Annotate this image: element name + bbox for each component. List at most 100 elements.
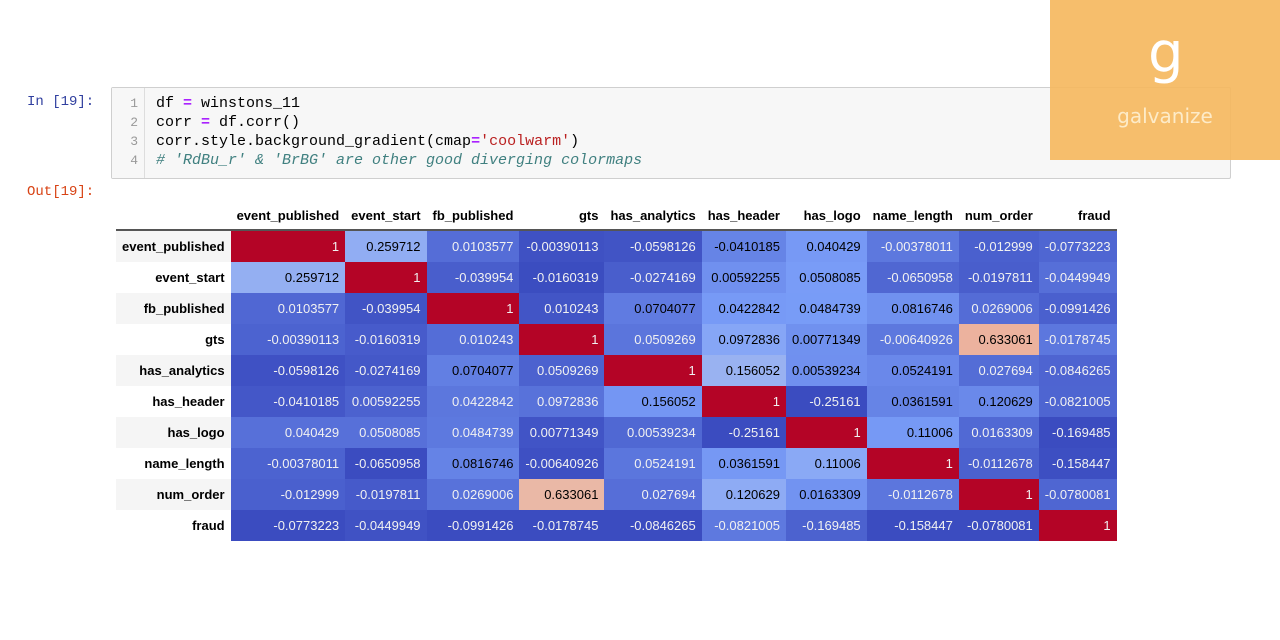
index-header-blank xyxy=(116,201,231,231)
correlation-table: event_published event_start fb_published gt… xyxy=(116,201,1117,541)
code-token: 'coolwarm' xyxy=(480,133,571,150)
row-header: name_length xyxy=(116,448,231,479)
correlation-cell: 1 xyxy=(958,479,1039,510)
correlation-cell: -0.0598126 xyxy=(604,230,702,262)
correlation-cell: 0.120629 xyxy=(958,386,1039,417)
column-header: gts xyxy=(519,201,605,231)
correlation-cell: 1 xyxy=(701,386,786,417)
logo-text: galvanize xyxy=(1117,104,1213,128)
correlation-cell: -0.0773223 xyxy=(230,510,346,541)
correlation-cell: -0.00640926 xyxy=(866,324,959,355)
galvanize-g-icon: g xyxy=(1148,21,1184,86)
correlation-cell: 0.00539234 xyxy=(604,417,702,448)
column-header: has_logo xyxy=(785,201,867,231)
correlation-cell: 0.00592255 xyxy=(701,262,786,293)
correlation-cell: 0.259712 xyxy=(230,262,346,293)
correlation-cell: -0.0991426 xyxy=(1038,293,1117,324)
correlation-cell: -0.0773223 xyxy=(1038,230,1117,262)
correlation-cell: 0.0524191 xyxy=(866,355,959,386)
row-header: has_logo xyxy=(116,417,231,448)
correlation-cell: 0.11006 xyxy=(866,417,959,448)
correlation-cell: -0.00390113 xyxy=(519,230,605,262)
correlation-cell: 0.0163309 xyxy=(785,479,867,510)
correlation-cell: -0.0650958 xyxy=(345,448,427,479)
table-row: has_logo 0.040429 0.0508085 0.0484739 0.0077… xyxy=(116,417,1117,448)
correlation-cell: 0.0422842 xyxy=(701,293,786,324)
correlation-cell: 0.0509269 xyxy=(604,324,702,355)
correlation-cell: 0.0508085 xyxy=(345,417,427,448)
correlation-cell: 0.027694 xyxy=(958,355,1039,386)
column-header: fraud xyxy=(1038,201,1117,231)
code-token: df xyxy=(156,95,184,112)
correlation-cell: -0.0846265 xyxy=(1038,355,1117,386)
code-token: df.corr() xyxy=(210,114,301,131)
correlation-cell: -0.0991426 xyxy=(426,510,520,541)
correlation-cell: 1 xyxy=(604,355,702,386)
correlation-cell: 0.0361591 xyxy=(866,386,959,417)
row-header: has_header xyxy=(116,386,231,417)
correlation-cell: -0.169485 xyxy=(785,510,867,541)
correlation-cell: 0.040429 xyxy=(785,230,867,262)
correlation-cell: -0.0160319 xyxy=(345,324,427,355)
output-prompt: Out[19]: xyxy=(27,184,95,200)
correlation-cell: 0.00771349 xyxy=(519,417,605,448)
column-header: fb_published xyxy=(426,201,520,231)
correlation-cell: 0.010243 xyxy=(519,293,605,324)
table-row: fb_published 0.0103577 -0.039954 1 0.010243 0… xyxy=(116,293,1117,324)
code-line: # 'RdBu_r' & 'BrBG' are other good diver… xyxy=(156,152,642,169)
correlation-cell: -0.158447 xyxy=(1038,448,1117,479)
line-number: 2 xyxy=(130,115,138,130)
table-row: has_analytics -0.0598126 -0.0274169 0.07040… xyxy=(116,355,1117,386)
correlation-cell: 0.0269006 xyxy=(958,293,1039,324)
code-token: = xyxy=(201,114,211,131)
table-row: has_header -0.0410185 0.00592255 0.0422842 0… xyxy=(116,386,1117,417)
correlation-cell: 0.633061 xyxy=(958,324,1039,355)
galvanize-logo: g galvanize xyxy=(1050,0,1280,160)
correlation-cell: 1 xyxy=(1038,510,1117,541)
row-header: event_start xyxy=(116,262,231,293)
correlation-cell: -0.00378011 xyxy=(230,448,346,479)
line-number: 3 xyxy=(130,134,138,149)
correlation-cell: -0.00378011 xyxy=(866,230,959,262)
correlation-cell: -0.169485 xyxy=(1038,417,1117,448)
row-header: gts xyxy=(116,324,231,355)
correlation-cell: -0.0160319 xyxy=(519,262,605,293)
input-prompt: In [19]: xyxy=(27,94,95,110)
correlation-cell: -0.0410185 xyxy=(230,386,346,417)
correlation-cell: -0.0274169 xyxy=(604,262,702,293)
correlation-cell: -0.0780081 xyxy=(958,510,1039,541)
correlation-cell: 0.0704077 xyxy=(426,355,520,386)
correlation-cell: -0.0178745 xyxy=(519,510,605,541)
code-token: ) xyxy=(570,133,580,150)
correlation-cell: 0.0704077 xyxy=(604,293,702,324)
table-row: event_published 1 0.259712 0.0103577 -0.0039… xyxy=(116,230,1117,262)
correlation-cell: 0.633061 xyxy=(519,479,605,510)
correlation-cell: 0.0163309 xyxy=(958,417,1039,448)
column-header: event_start xyxy=(345,201,427,231)
column-header: has_analytics xyxy=(604,201,702,231)
code-token: corr xyxy=(156,114,202,131)
correlation-cell: -0.0410185 xyxy=(701,230,786,262)
line-number: 4 xyxy=(130,153,138,168)
row-header: has_analytics xyxy=(116,355,231,386)
correlation-cell: 0.027694 xyxy=(604,479,702,510)
correlation-cell: -0.0197811 xyxy=(958,262,1039,293)
row-header: fraud xyxy=(116,510,231,541)
table-row: name_length -0.00378011 -0.0650958 0.081674… xyxy=(116,448,1117,479)
correlation-cell: 0.259712 xyxy=(345,230,427,262)
correlation-cell: 1 xyxy=(426,293,520,324)
correlation-cell: 0.0103577 xyxy=(426,230,520,262)
correlation-cell: 0.0524191 xyxy=(604,448,702,479)
line-number: 1 xyxy=(130,96,138,111)
correlation-cell: -0.0112678 xyxy=(866,479,959,510)
correlation-cell: -0.158447 xyxy=(866,510,959,541)
column-header: name_length xyxy=(866,201,959,231)
correlation-cell: 0.010243 xyxy=(426,324,520,355)
correlation-cell: -0.00390113 xyxy=(230,324,346,355)
correlation-cell: -0.0821005 xyxy=(1038,386,1117,417)
correlation-cell: 0.0361591 xyxy=(701,448,786,479)
correlation-cell: -0.0449949 xyxy=(1038,262,1117,293)
correlation-cell: 1 xyxy=(785,417,867,448)
correlation-cell: -0.0112678 xyxy=(958,448,1039,479)
